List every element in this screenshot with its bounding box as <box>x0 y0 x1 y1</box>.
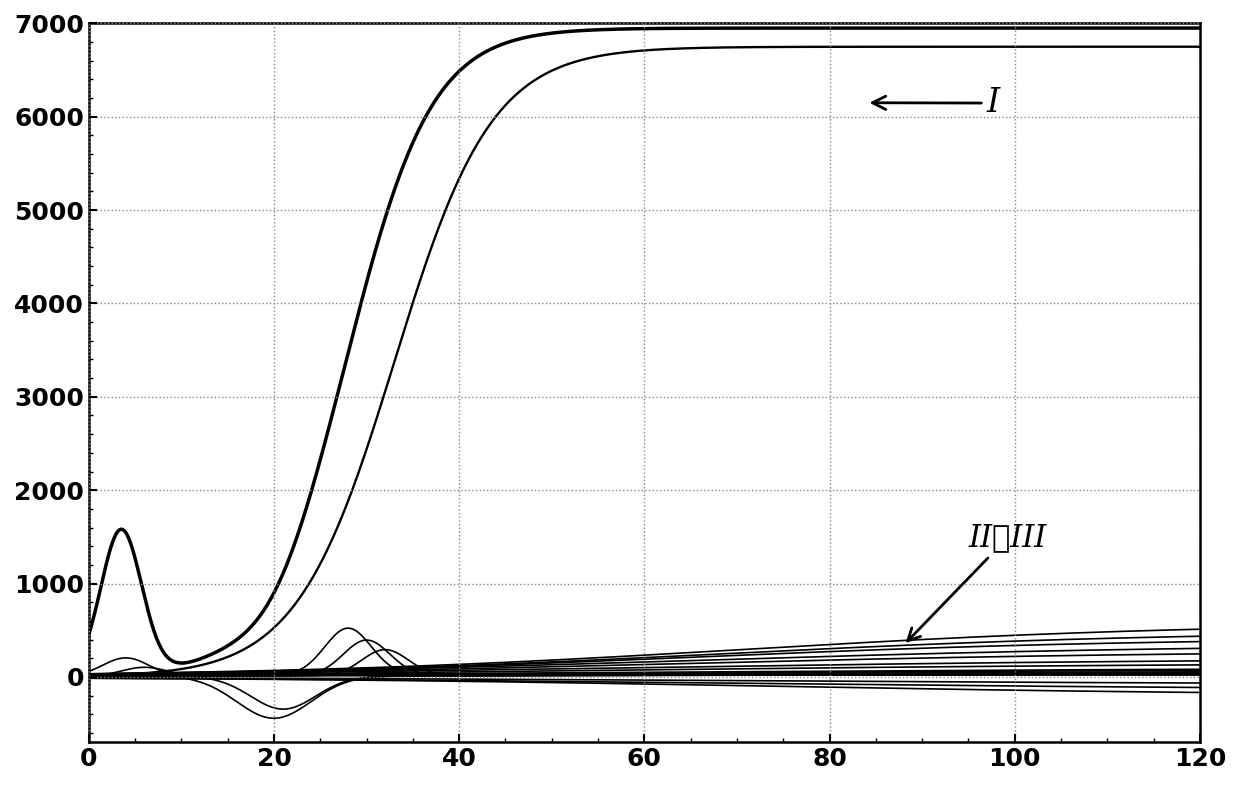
Text: I: I <box>873 87 1001 119</box>
Text: II、III: II、III <box>908 522 1047 641</box>
